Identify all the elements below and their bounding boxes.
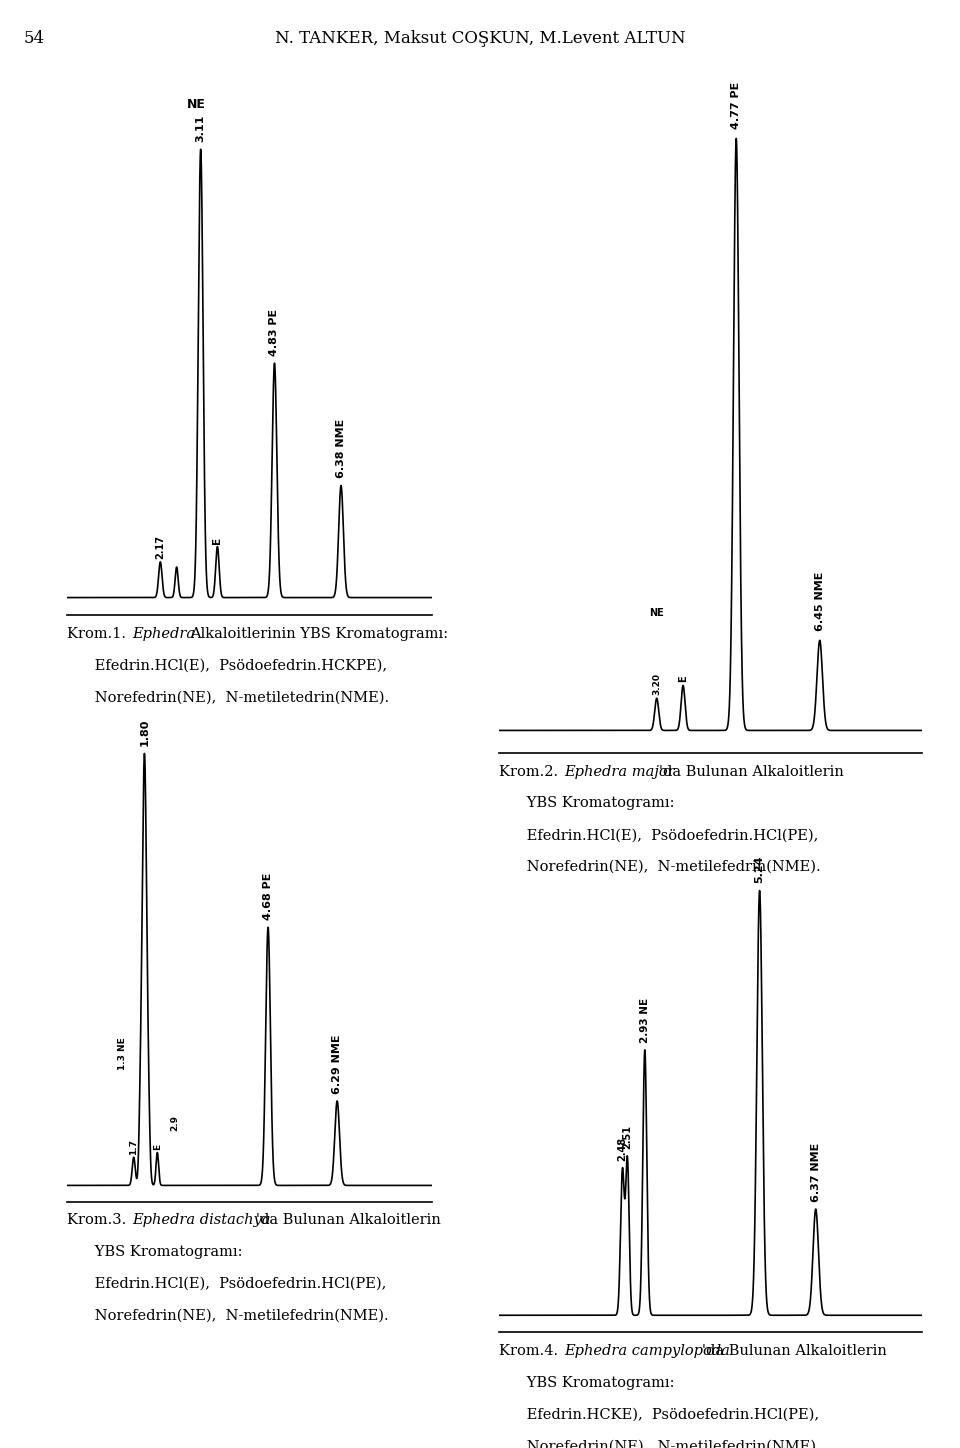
Text: N. TANKER, Maksut COŞKUN, M.Levent ALTUN: N. TANKER, Maksut COŞKUN, M.Levent ALTUN: [275, 30, 685, 48]
Text: 6.45 NME: 6.45 NME: [815, 572, 825, 631]
Text: 2.9: 2.9: [170, 1115, 179, 1131]
Text: Efedrin.HCl(E),  Psödoefedrin.HCl(PE),: Efedrin.HCl(E), Psödoefedrin.HCl(PE),: [67, 1277, 387, 1292]
Text: 1.3 NE: 1.3 NE: [118, 1038, 128, 1070]
Text: 6.37 NME: 6.37 NME: [811, 1142, 821, 1202]
Text: 1.7: 1.7: [130, 1140, 138, 1156]
Text: NE: NE: [649, 608, 664, 618]
Text: Krom.1.: Krom.1.: [67, 627, 135, 641]
Text: 54: 54: [24, 30, 45, 48]
Text: Norefedrin(NE),  N-metilefedrin(NME).: Norefedrin(NE), N-metilefedrin(NME).: [67, 1309, 389, 1323]
Text: YBS Kromatogramı:: YBS Kromatogramı:: [67, 1245, 243, 1260]
Text: 3.20: 3.20: [652, 673, 661, 695]
Text: E: E: [212, 537, 223, 544]
Text: 2.17: 2.17: [156, 536, 165, 559]
Text: Efedrin.HCl(E),  Psödoefedrin.HCl(PE),: Efedrin.HCl(E), Psödoefedrin.HCl(PE),: [499, 828, 819, 843]
Text: 4.68 PE: 4.68 PE: [263, 873, 273, 921]
Text: Krom.3.: Krom.3.: [67, 1213, 135, 1228]
Text: 2.93 NE: 2.93 NE: [639, 998, 650, 1043]
Text: Ephedra campylopoda: Ephedra campylopoda: [564, 1344, 731, 1358]
Text: 'da Bulunan Alkaloitlerin: 'da Bulunan Alkaloitlerin: [659, 765, 844, 779]
Text: 5.24: 5.24: [755, 856, 764, 883]
Text: 3.11: 3.11: [196, 114, 205, 142]
Text: Ephedra: Ephedra: [132, 627, 201, 641]
Text: E: E: [153, 1144, 162, 1150]
Text: Norefedrin(NE),  N-metilefedrin(NME).: Norefedrin(NE), N-metilefedrin(NME).: [499, 860, 821, 875]
Text: Krom.2.: Krom.2.: [499, 765, 567, 779]
Text: Ephedra distachya: Ephedra distachya: [132, 1213, 271, 1228]
Text: Krom.4.: Krom.4.: [499, 1344, 567, 1358]
Text: Norefedrin(NE),  N-metiletedrin(NME).: Norefedrin(NE), N-metiletedrin(NME).: [67, 691, 390, 705]
Text: 'da Bulunan Alkaloitlerin: 'da Bulunan Alkaloitlerin: [703, 1344, 887, 1358]
Text: Efedrin.HCKE),  Psödoefedrin.HCl(PE),: Efedrin.HCKE), Psödoefedrin.HCl(PE),: [499, 1407, 819, 1422]
Text: 4.83 PE: 4.83 PE: [270, 308, 279, 356]
Text: 6.38 NME: 6.38 NME: [336, 418, 346, 478]
Text: E: E: [678, 676, 688, 682]
Text: NE: NE: [186, 98, 205, 111]
Text: Ephedra major: Ephedra major: [564, 765, 675, 779]
Text: 2.48: 2.48: [617, 1137, 628, 1161]
Text: Efedrin.HCl(E),  Psödoefedrin.HCKPE),: Efedrin.HCl(E), Psödoefedrin.HCKPE),: [67, 659, 387, 673]
Text: Alkaloitlerinin YBS Kromatogramı:: Alkaloitlerinin YBS Kromatogramı:: [191, 627, 448, 641]
Text: 'da Bulunan Alkaloitlerin: 'da Bulunan Alkaloitlerin: [256, 1213, 441, 1228]
Text: 2.51: 2.51: [622, 1125, 633, 1150]
Text: 1.80: 1.80: [139, 720, 150, 746]
Text: YBS Kromatogramı:: YBS Kromatogramı:: [499, 1376, 675, 1390]
Text: 6.29 NME: 6.29 NME: [332, 1034, 342, 1093]
Text: Norefedrin(NE),  N-metilefedrin(NME).: Norefedrin(NE), N-metilefedrin(NME).: [499, 1439, 821, 1448]
Text: 4.77 PE: 4.77 PE: [732, 81, 741, 129]
Text: YBS Kromatogramı:: YBS Kromatogramı:: [499, 796, 675, 811]
